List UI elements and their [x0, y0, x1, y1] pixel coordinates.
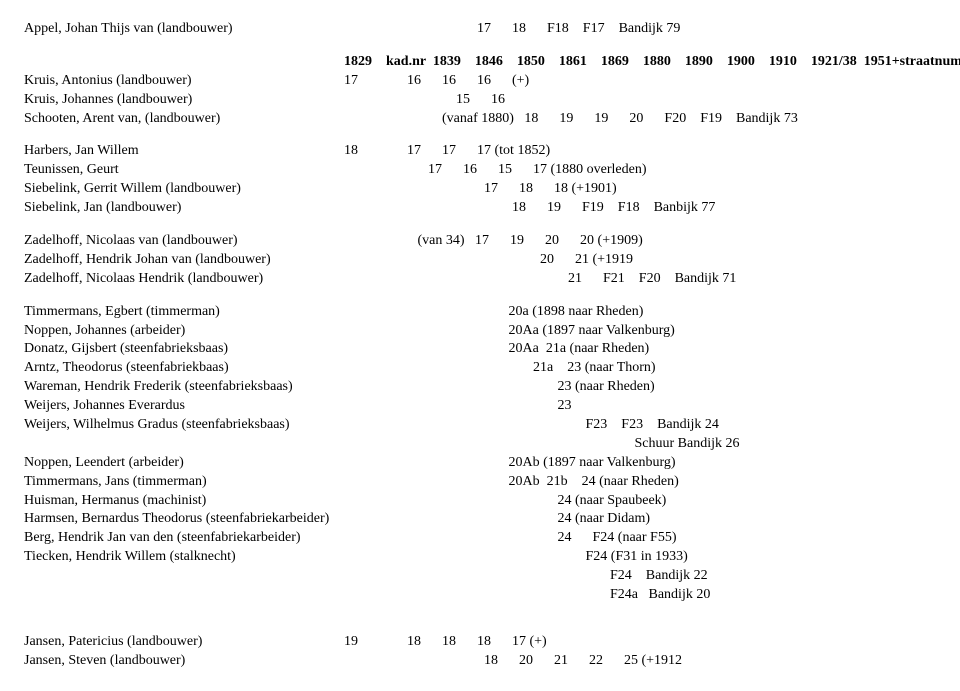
data-row: Kruis, Johannes (landbouwer) 15 16 — [24, 91, 936, 110]
year-values: 21 F21 F20 Bandijk 71 — [344, 270, 936, 289]
person-name: Kruis, Antonius (landbouwer) — [24, 72, 344, 91]
year-values: 18 19 F19 F18 Banbijk 77 — [344, 199, 936, 218]
year-values: 20Ab (1897 naar Valkenburg) — [344, 454, 936, 473]
data-row: Noppen, Johannes (arbeider) 20Aa (1897 n… — [24, 322, 936, 341]
document-table: Appel, Johan Thijs van (landbouwer) 17 1… — [24, 20, 936, 671]
year-values: 18 17 17 17 (tot 1852) — [344, 142, 936, 161]
year-values: 23 (naar Rheden) — [344, 378, 936, 397]
year-values: 17 18 F18 F17 Bandijk 79 — [344, 20, 936, 39]
person-name: Berg, Hendrik Jan van den (steenfabrieka… — [24, 529, 344, 548]
data-row: Jansen, Steven (landbouwer) 18 20 21 22 … — [24, 652, 936, 671]
year-values: 24 (naar Didam) — [344, 510, 936, 529]
person-name: Jansen, Steven (landbouwer) — [24, 652, 344, 671]
person-name: Schooten, Arent van, (landbouwer) — [24, 110, 344, 129]
person-name: Donatz, Gijsbert (steenfabrieksbaas) — [24, 340, 344, 359]
person-name: Weijers, Wilhelmus Gradus (steenfabrieks… — [24, 416, 344, 435]
year-values: 15 16 — [344, 91, 936, 110]
year-values: 20Aa 21a (naar Rheden) — [344, 340, 936, 359]
data-row: Berg, Hendrik Jan van den (steenfabrieka… — [24, 529, 936, 548]
data-row: Noppen, Leendert (arbeider) 20Ab (1897 n… — [24, 454, 936, 473]
year-values: 24 F24 (naar F55) — [344, 529, 936, 548]
person-name: Timmermans, Jans (timmerman) — [24, 473, 344, 492]
data-row: Arntz, Theodorus (steenfabriekbaas) 21a … — [24, 359, 936, 378]
person-name — [24, 53, 344, 72]
data-row: Appel, Johan Thijs van (landbouwer) 17 1… — [24, 20, 936, 39]
year-values: (vanaf 1880) 18 19 19 20 F20 F19 Bandijk… — [344, 110, 936, 129]
data-row: Zadelhoff, Nicolaas van (landbouwer) (va… — [24, 232, 936, 251]
year-values: (van 34) 17 19 20 20 (+1909) — [344, 232, 936, 251]
data-row: Jansen, Patericius (landbouwer)19 18 18 … — [24, 633, 936, 652]
year-values: F24a Bandijk 20 — [344, 586, 936, 605]
data-row: Teunissen, Geurt 17 16 15 17 (1880 overl… — [24, 161, 936, 180]
blank-line — [24, 619, 936, 633]
person-name: Wareman, Hendrik Frederik (steenfabrieks… — [24, 378, 344, 397]
year-values: 17 16 16 16 (+) — [344, 72, 936, 91]
year-values: 20Aa (1897 naar Valkenburg) — [344, 322, 936, 341]
data-row: Schuur Bandijk 26 — [24, 435, 936, 454]
blank-line — [24, 218, 936, 232]
year-values: 1829 kad.nr 1839 1846 1850 1861 1869 188… — [344, 53, 960, 72]
blank-line — [24, 39, 936, 53]
year-values: 20Ab 21b 24 (naar Rheden) — [344, 473, 936, 492]
person-name: Timmermans, Egbert (timmerman) — [24, 303, 344, 322]
blank-line — [24, 289, 936, 303]
year-values: F24 Bandijk 22 — [344, 567, 936, 586]
data-row: Wareman, Hendrik Frederik (steenfabrieks… — [24, 378, 936, 397]
header-row: 1829 kad.nr 1839 1846 1850 1861 1869 188… — [24, 53, 936, 72]
year-values: 20 21 (+1919 — [344, 251, 936, 270]
data-row: Zadelhoff, Nicolaas Hendrik (landbouwer)… — [24, 270, 936, 289]
person-name — [24, 567, 344, 586]
blank-line — [24, 128, 936, 142]
data-row: F24 Bandijk 22 — [24, 567, 936, 586]
year-values: 17 16 15 17 (1880 overleden) — [344, 161, 936, 180]
person-name: Kruis, Johannes (landbouwer) — [24, 91, 344, 110]
data-row: Timmermans, Jans (timmerman) 20Ab 21b 24… — [24, 473, 936, 492]
person-name: Harmsen, Bernardus Theodorus (steenfabri… — [24, 510, 344, 529]
data-row: Harbers, Jan Willem18 17 17 17 (tot 1852… — [24, 142, 936, 161]
year-values: F24 (F31 in 1933) — [344, 548, 936, 567]
person-name: Huisman, Hermanus (machinist) — [24, 492, 344, 511]
data-row: Weijers, Johannes Everardus 23 — [24, 397, 936, 416]
data-row: Timmermans, Egbert (timmerman) 20a (1898… — [24, 303, 936, 322]
data-row: F24a Bandijk 20 — [24, 586, 936, 605]
person-name: Harbers, Jan Willem — [24, 142, 344, 161]
person-name — [24, 435, 344, 454]
person-name: Appel, Johan Thijs van (landbouwer) — [24, 20, 344, 39]
person-name: Zadelhoff, Nicolaas van (landbouwer) — [24, 232, 344, 251]
year-values: 18 20 21 22 25 (+1912 — [344, 652, 936, 671]
year-values: 23 — [344, 397, 936, 416]
data-row: Siebelink, Gerrit Willem (landbouwer) 17… — [24, 180, 936, 199]
year-values: 21a 23 (naar Thorn) — [344, 359, 936, 378]
person-name: Noppen, Leendert (arbeider) — [24, 454, 344, 473]
data-row: Harmsen, Bernardus Theodorus (steenfabri… — [24, 510, 936, 529]
data-row: Schooten, Arent van, (landbouwer) (vanaf… — [24, 110, 936, 129]
person-name: Jansen, Patericius (landbouwer) — [24, 633, 344, 652]
blank-line — [24, 605, 936, 619]
person-name: Zadelhoff, Hendrik Johan van (landbouwer… — [24, 251, 344, 270]
person-name: Weijers, Johannes Everardus — [24, 397, 344, 416]
person-name: Siebelink, Gerrit Willem (landbouwer) — [24, 180, 344, 199]
year-values: 20a (1898 naar Rheden) — [344, 303, 936, 322]
data-row: Siebelink, Jan (landbouwer) 18 19 F19 F1… — [24, 199, 936, 218]
data-row: Zadelhoff, Hendrik Johan van (landbouwer… — [24, 251, 936, 270]
data-row: Huisman, Hermanus (machinist) 24 (naar S… — [24, 492, 936, 511]
year-values: F23 F23 Bandijk 24 — [344, 416, 936, 435]
data-row: Tiecken, Hendrik Willem (stalknecht) F24… — [24, 548, 936, 567]
year-values: 24 (naar Spaubeek) — [344, 492, 936, 511]
year-values: 17 18 18 (+1901) — [344, 180, 936, 199]
person-name — [24, 586, 344, 605]
data-row: Weijers, Wilhelmus Gradus (steenfabrieks… — [24, 416, 936, 435]
year-values: Schuur Bandijk 26 — [344, 435, 936, 454]
person-name: Siebelink, Jan (landbouwer) — [24, 199, 344, 218]
person-name: Tiecken, Hendrik Willem (stalknecht) — [24, 548, 344, 567]
data-row: Kruis, Antonius (landbouwer)17 16 16 16 … — [24, 72, 936, 91]
person-name: Zadelhoff, Nicolaas Hendrik (landbouwer) — [24, 270, 344, 289]
data-row: Donatz, Gijsbert (steenfabrieksbaas) 20A… — [24, 340, 936, 359]
person-name: Arntz, Theodorus (steenfabriekbaas) — [24, 359, 344, 378]
person-name: Teunissen, Geurt — [24, 161, 344, 180]
person-name: Noppen, Johannes (arbeider) — [24, 322, 344, 341]
year-values: 19 18 18 18 17 (+) — [344, 633, 936, 652]
